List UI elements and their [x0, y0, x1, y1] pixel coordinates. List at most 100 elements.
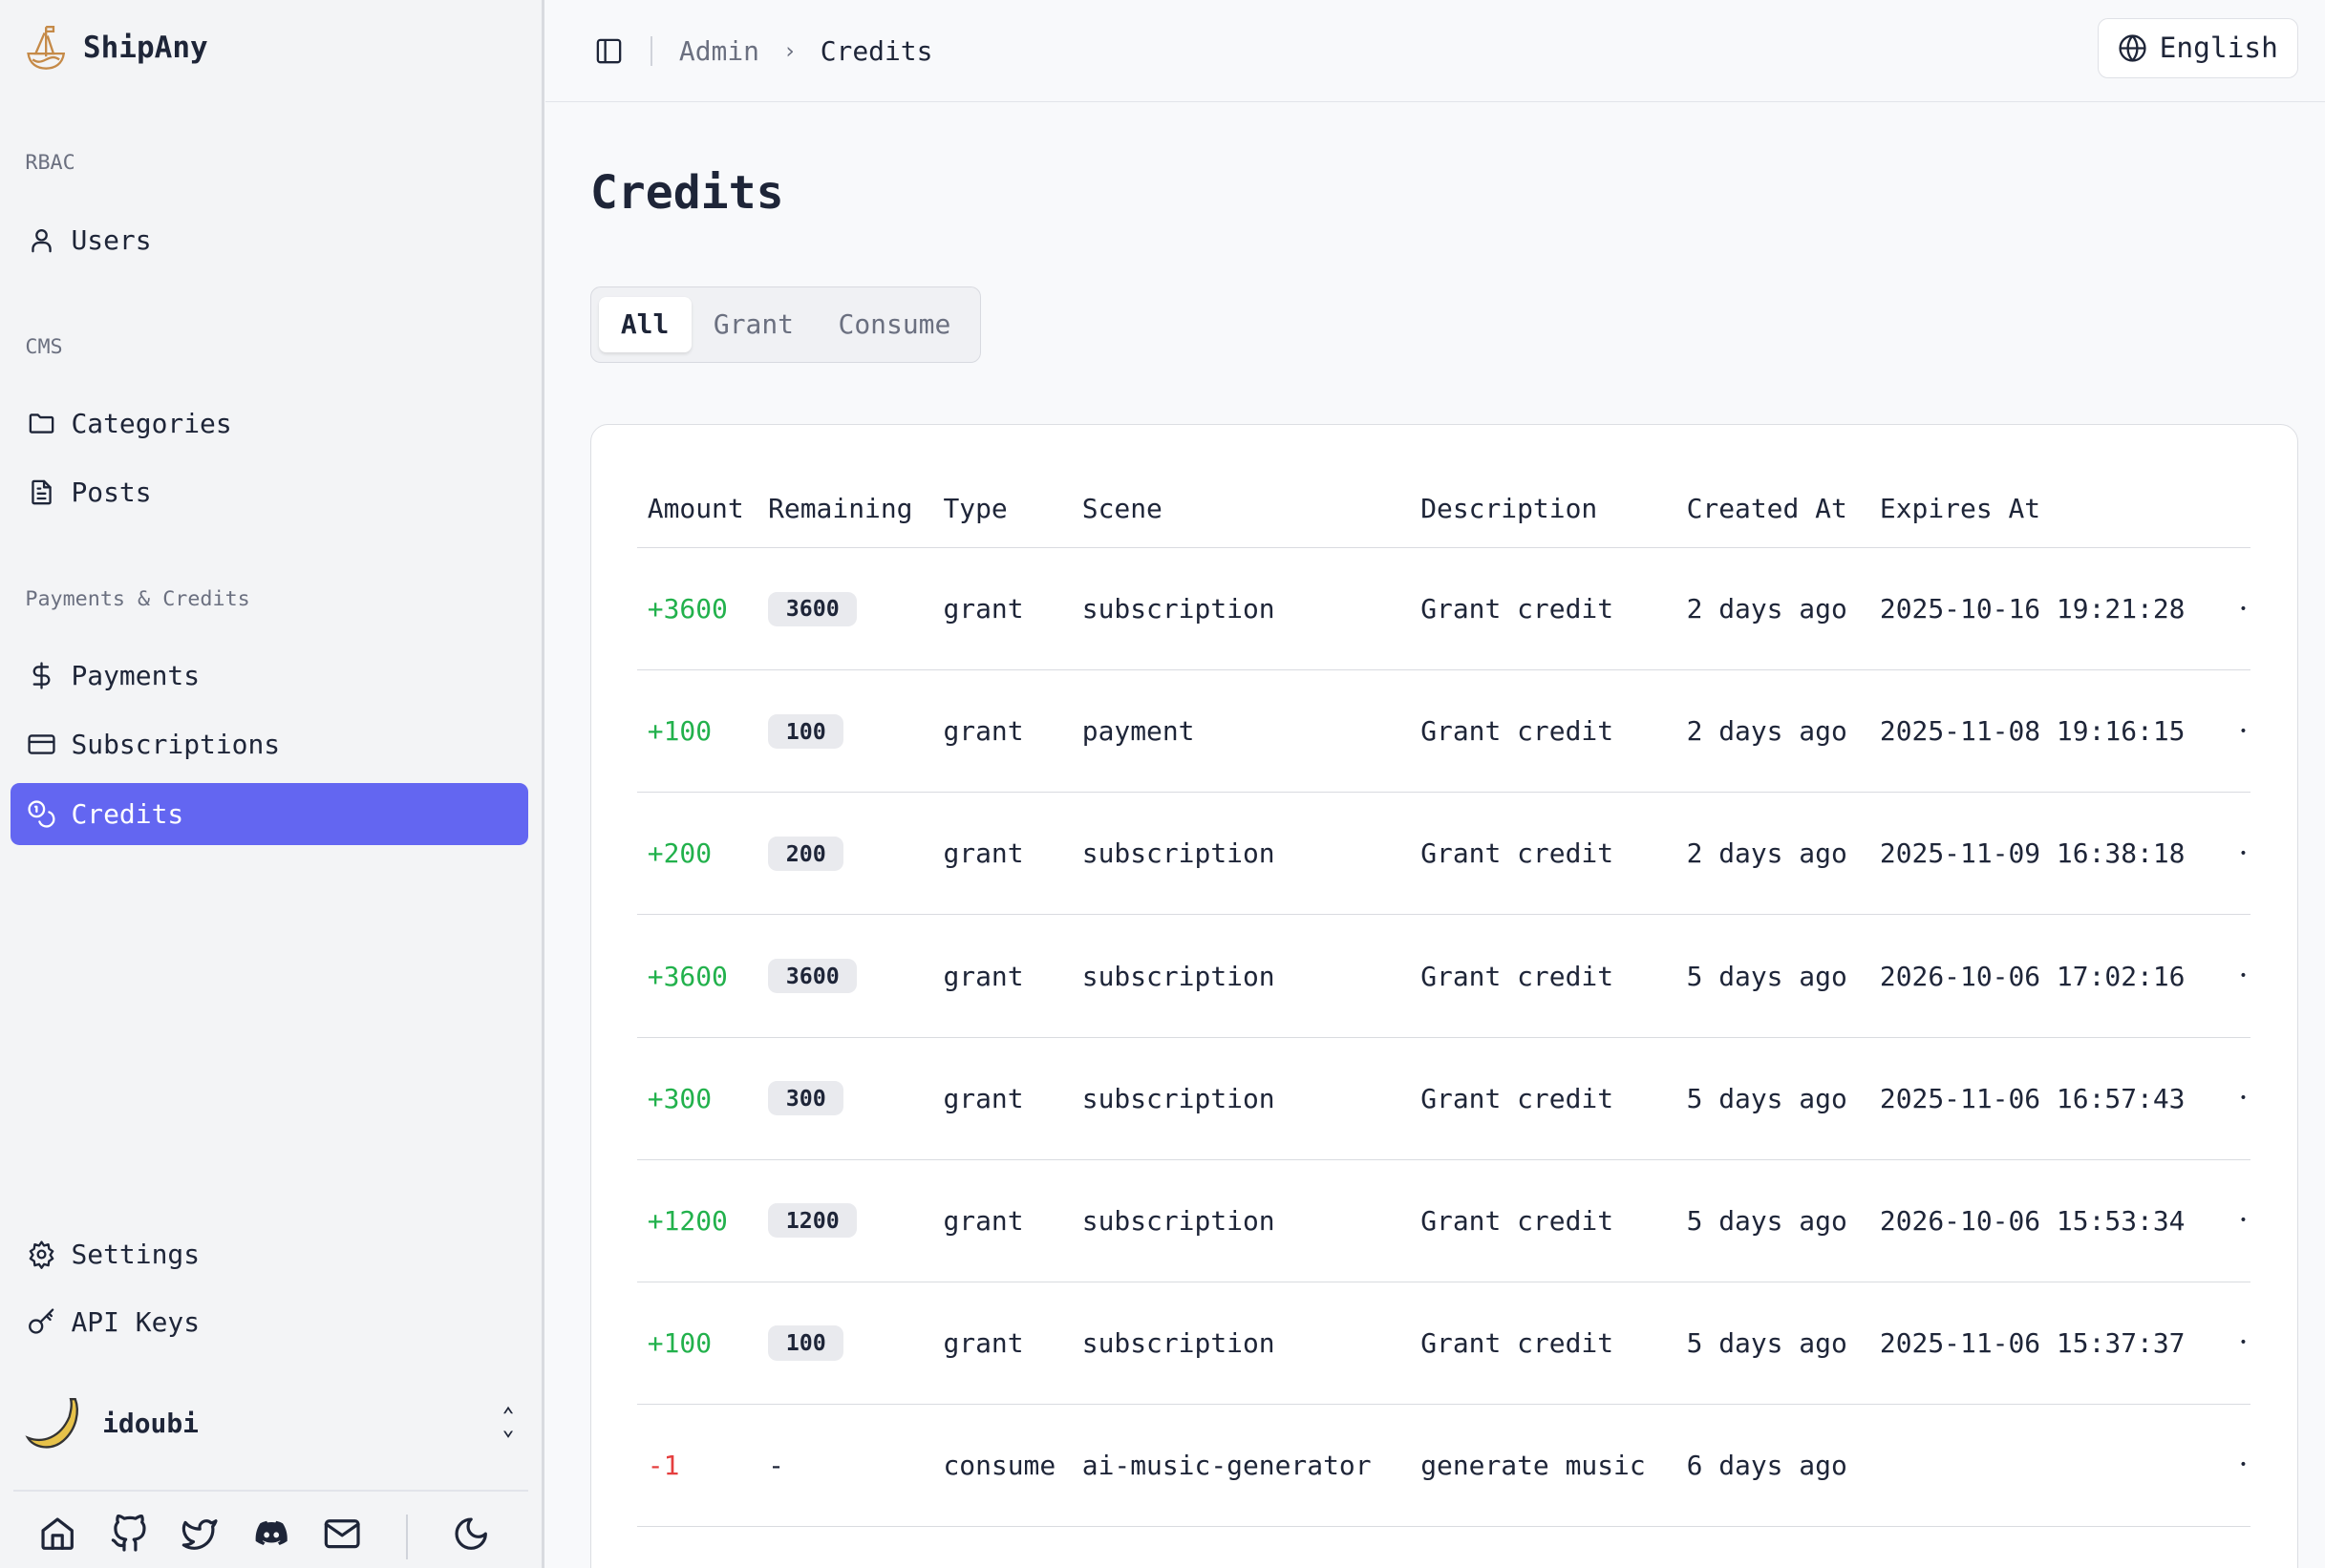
scene-cell: subscription — [1071, 1037, 1411, 1160]
expires-value: 2026-10-06 15:53:34 — [1879, 1204, 2186, 1237]
sidebar-item-label: Settings — [71, 1238, 201, 1270]
page-title: Credits — [589, 165, 784, 220]
credits-table: Amount Remaining Type Scene Description Creat… — [636, 469, 2250, 1527]
description-cell: Grant credit — [1410, 1159, 1676, 1282]
row-actions-button[interactable]: • — [2226, 914, 2250, 1038]
sidebar-item-users[interactable]: Users — [11, 209, 528, 271]
row-actions-button[interactable]: • — [2226, 547, 2250, 671]
expires-value: 2025-11-06 16:57:43 — [1879, 1082, 2186, 1114]
scene-value: subscription — [1081, 1326, 1275, 1359]
type-value: grant — [943, 837, 1024, 870]
sidebar: ShipAny RBAC Users CMS Categories Posts … — [0, 0, 544, 1568]
sidebar-item-settings[interactable]: Settings — [11, 1223, 528, 1285]
expires-value: 2026-10-06 17:02:16 — [1879, 960, 2186, 992]
language-button[interactable]: English — [2098, 17, 2299, 79]
scene-value: subscription — [1081, 960, 1275, 992]
ship-logo-icon — [27, 25, 66, 70]
sidebar-item-subscriptions[interactable]: Subscriptions — [11, 713, 528, 775]
expires-value: 2025-11-08 19:16:15 — [1879, 715, 2186, 748]
moon-icon[interactable] — [452, 1515, 490, 1553]
tab-grant[interactable]: Grant — [713, 308, 794, 341]
description-cell: Grant credit — [1410, 792, 1676, 916]
expires-value: 2025-10-16 19:21:28 — [1879, 593, 2186, 625]
banana-avatar — [25, 1398, 79, 1449]
table-row: +1200 1200 grant subscription Grant credit 5 … — [636, 1159, 2250, 1282]
column-header: Amount — [636, 469, 758, 549]
user-menu[interactable]: idoubi ⌃ ⌄ — [25, 1393, 515, 1452]
top-bar: Admin › Credits English — [545, 0, 2325, 103]
sidebar-toggle-icon[interactable] — [594, 36, 624, 66]
remaining-badge: 3600 — [768, 591, 858, 627]
type-value: grant — [943, 1204, 1024, 1237]
type-cell: grant — [932, 1159, 1072, 1282]
remaining-cell: 3600 — [757, 914, 933, 1038]
amount-cell: +200 — [636, 792, 758, 916]
scene-cell: subscription — [1071, 792, 1411, 916]
group-label-rbac: RBAC — [25, 151, 75, 176]
description-value: Grant credit — [1420, 1082, 1614, 1114]
created-value: 5 days ago — [1686, 1082, 1847, 1114]
column-header: Type — [932, 469, 1072, 549]
github-icon[interactable] — [110, 1515, 148, 1553]
sidebar-item-label: Credits — [71, 797, 184, 830]
amount-value: +200 — [647, 837, 713, 870]
type-value: grant — [943, 715, 1024, 748]
scene-value: payment — [1081, 715, 1195, 748]
amount-value: +100 — [647, 1326, 713, 1359]
row-actions-button[interactable]: • — [2226, 792, 2250, 916]
twitter-icon[interactable] — [181, 1515, 219, 1553]
row-actions-button[interactable]: • — [2226, 669, 2250, 794]
row-actions-button[interactable]: • — [2226, 1037, 2250, 1160]
mail-icon[interactable] — [323, 1515, 361, 1553]
expires-value: 2025-11-06 15:37:37 — [1879, 1326, 2186, 1359]
description-value: Grant credit — [1420, 1204, 1614, 1237]
expires-at-cell: 2026-10-06 15:53:34 — [1869, 1159, 2227, 1282]
brand[interactable]: ShipAny — [27, 21, 208, 74]
breadcrumb-current: Credits — [820, 34, 933, 67]
breadcrumb-admin[interactable]: Admin — [678, 34, 760, 67]
scene-value: subscription — [1081, 1082, 1275, 1114]
sidebar-item-categories[interactable]: Categories — [11, 392, 528, 455]
created-at-cell: 2 days ago — [1675, 547, 1870, 671]
scene-value: ai-music-generator — [1081, 1449, 1372, 1481]
expires-at-cell: 2025-11-08 19:16:15 — [1869, 669, 2227, 794]
globe-icon — [2119, 34, 2146, 62]
sidebar-item-api-keys[interactable]: API Keys — [11, 1291, 528, 1353]
remaining-badge: 100 — [768, 1325, 844, 1361]
coins-icon — [28, 800, 55, 828]
created-at-cell: 5 days ago — [1675, 914, 1870, 1038]
row-actions-button[interactable]: • — [2226, 1404, 2250, 1527]
remaining-badge: 200 — [768, 836, 844, 872]
tab-all[interactable]: All — [598, 297, 692, 352]
amount-cell: +3600 — [636, 547, 758, 671]
home-icon[interactable] — [38, 1515, 76, 1553]
remaining-badge: 3600 — [768, 959, 858, 994]
expires-at-cell — [1869, 1404, 2227, 1527]
sidebar-item-posts[interactable]: Posts — [11, 461, 528, 523]
description-cell: Grant credit — [1410, 669, 1676, 794]
discord-icon[interactable] — [252, 1515, 290, 1553]
created-value: 2 days ago — [1686, 715, 1847, 748]
sidebar-item-label: Subscriptions — [71, 728, 281, 760]
tab-consume[interactable]: Consume — [838, 308, 951, 341]
sidebar-item-payments[interactable]: Payments — [11, 645, 528, 707]
table-row: +3600 3600 grant subscription Grant credit 5 … — [636, 914, 2250, 1038]
type-cell: grant — [932, 669, 1072, 794]
description-value: Grant credit — [1420, 837, 1614, 870]
remaining-cell: - — [757, 1404, 933, 1527]
column-header: Expires At — [1869, 469, 2227, 549]
sidebar-item-credits[interactable]: Credits — [10, 782, 528, 845]
row-actions-button[interactable]: • — [2226, 1282, 2250, 1405]
dollar-icon — [32, 662, 51, 689]
column-header: Scene — [1071, 469, 1411, 549]
divider — [651, 35, 652, 66]
table-row: +100 100 grant payment Grant credit 2 days ag… — [636, 669, 2250, 794]
divider — [12, 1490, 528, 1492]
file-text-icon — [32, 479, 52, 505]
amount-cell: +3600 — [636, 914, 758, 1038]
amount-cell: +100 — [636, 1282, 758, 1405]
type-value: grant — [943, 593, 1024, 625]
scene-cell: subscription — [1071, 547, 1411, 671]
created-value: 5 days ago — [1686, 1204, 1847, 1237]
row-actions-button[interactable]: • — [2226, 1159, 2250, 1282]
